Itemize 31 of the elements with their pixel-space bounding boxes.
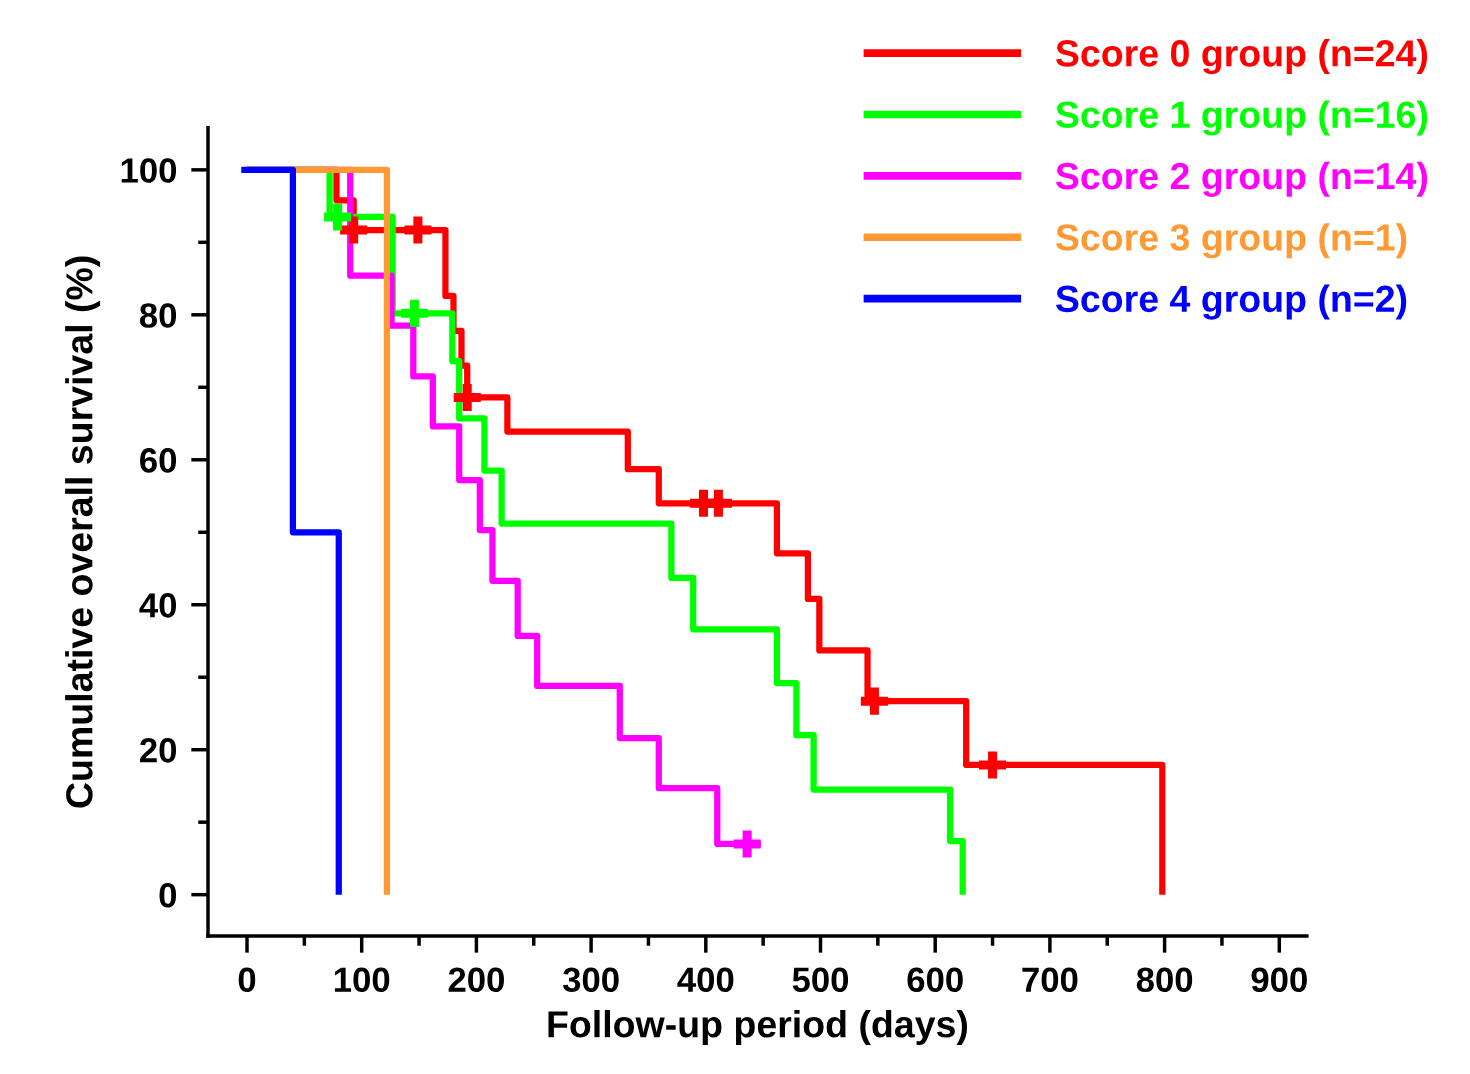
x-tick-label: 400 (677, 967, 734, 993)
x-tick-label: 900 (1251, 967, 1307, 993)
x-tick-label: 300 (562, 967, 619, 993)
x-tick-label: 700 (1022, 967, 1078, 993)
y-tick-label: 20 (140, 738, 177, 763)
legend-label: Score 4 group (n=2) (1055, 284, 1407, 320)
point (400, 299, 428, 327)
legend-label: Score 0 group (n=24) (1055, 39, 1428, 75)
point (324, 203, 352, 231)
point (340, 216, 368, 244)
point (404, 216, 432, 244)
x-tick-label: 0 (238, 967, 256, 993)
point (453, 383, 481, 411)
point (979, 751, 1007, 779)
legend-label: Score 2 group (n=14) (1055, 161, 1428, 197)
x-tick-label: 500 (792, 967, 849, 993)
y-tick-label: 80 (139, 303, 177, 328)
x-axis-title: Follow-up period (days) (548, 1010, 968, 1045)
y-tick-label: 0 (159, 883, 177, 908)
x-tick-label: 200 (448, 967, 504, 993)
legend-label: Score 1 group (n=16) (1055, 100, 1428, 136)
point (733, 830, 761, 858)
x-tick-label: 600 (907, 967, 963, 993)
legend-label: Score 3 group (n=1) (1055, 223, 1407, 259)
y-axis-title: Cumulative overall survival (%) (65, 256, 101, 808)
y-tick-label: 60 (140, 448, 177, 473)
y-tick-label: 40 (139, 593, 177, 618)
x-tick-label: 100 (334, 967, 390, 993)
y-tick-label: 100 (121, 158, 177, 183)
point (860, 687, 888, 715)
x-tick-label: 800 (1136, 967, 1193, 993)
